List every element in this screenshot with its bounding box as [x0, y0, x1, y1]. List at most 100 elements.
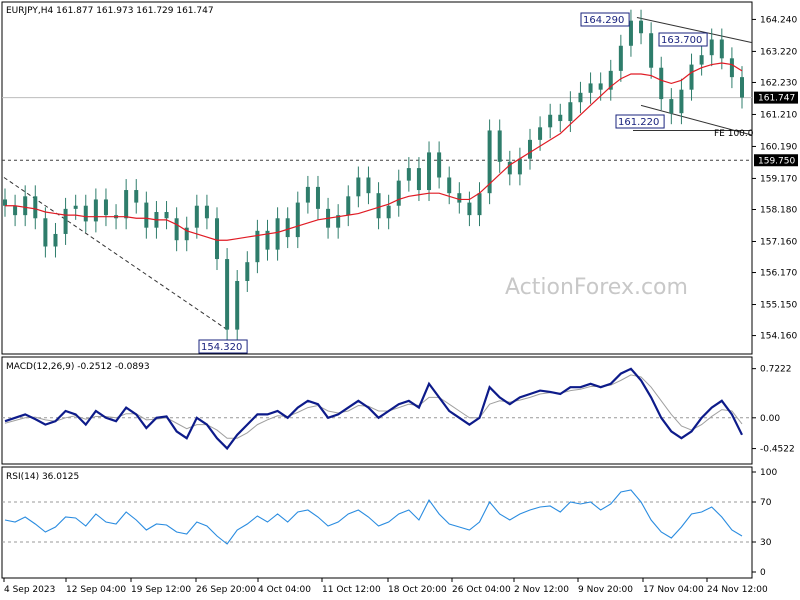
annotation-swing-low-text: 161.220 [618, 117, 659, 128]
rsi-tick-label: 30 [760, 538, 772, 548]
candle-body [346, 196, 351, 216]
candle-body [13, 205, 18, 216]
annotation-swing-low-box [615, 114, 665, 129]
candle-body [598, 83, 603, 90]
level-tag-text: 159.750 [758, 156, 795, 166]
x-tick-label: 12 Sep 04:00 [66, 585, 126, 595]
price-tick-label: 161.210 [760, 110, 797, 120]
price-tick-label: 160.190 [760, 142, 797, 152]
x-tick-label: 4 Oct 04:00 [258, 585, 311, 595]
annotation-high-text: 164.290 [583, 15, 624, 26]
candle-body [457, 193, 462, 203]
candle-body [255, 230, 260, 263]
candle-body [689, 64, 694, 90]
rsi-panel-frame [1, 466, 753, 579]
candle-body [568, 102, 573, 122]
annotation-low: 154.320 [198, 339, 248, 354]
x-tick-label: 4 Sep 2023 [4, 585, 55, 595]
candle-body [144, 202, 149, 228]
x-tick-label: 17 Nov 04:00 [643, 585, 704, 595]
candle-body [699, 55, 704, 65]
candle-body [336, 215, 341, 228]
candle-body [416, 168, 421, 191]
annotation-swing-high-text: 163.700 [661, 35, 702, 46]
candle-body [507, 161, 512, 175]
macd-signal-line [4, 374, 743, 439]
candle-body [83, 205, 88, 222]
price-tick-label: 163.220 [760, 47, 797, 57]
candle-body [174, 218, 179, 241]
candle-body [628, 20, 633, 46]
candle-body [194, 205, 199, 228]
candle-body [275, 218, 280, 250]
moving-average-line [5, 62, 743, 241]
x-tick-label: 11 Oct 12:00 [322, 585, 381, 595]
candle-body [184, 227, 189, 241]
price-tick-label: 158.180 [760, 205, 797, 215]
candle-body [63, 208, 68, 234]
level-tag [754, 154, 798, 167]
fe-label: FE 100.0 [714, 129, 754, 139]
x-tick-label: 26 Oct 04:00 [452, 585, 511, 595]
candle-body [709, 39, 714, 56]
candle-body [548, 114, 553, 128]
candle-body [497, 130, 502, 162]
candle-body [538, 127, 543, 140]
rsi-tick-label: 0 [760, 568, 766, 578]
price-tick-label: 157.160 [760, 237, 797, 247]
candle-body [73, 205, 78, 209]
macd-tick-label: 0.00 [760, 414, 780, 424]
annotation-high: 164.290 [580, 12, 630, 27]
candle-body [356, 177, 361, 197]
candle-body [43, 218, 48, 247]
candle-body [527, 139, 532, 159]
candle-body [305, 186, 310, 203]
price-tick-label: 154.160 [760, 332, 797, 342]
price-tick-label: 156.170 [760, 269, 797, 279]
annotation-low-box [198, 339, 248, 354]
x-tick-label: 9 Nov 20:00 [578, 585, 633, 595]
annotation-swing-low: 161.220 [615, 114, 665, 129]
candle-body [649, 33, 654, 68]
price-tick-label: 162.230 [760, 78, 797, 88]
x-tick-label: 2 Nov 12:00 [514, 585, 569, 595]
candle-body [245, 262, 250, 281]
macd-tick-label: -0.4522 [760, 445, 795, 455]
candle-body [487, 130, 492, 194]
annotation-swing-high-box [658, 32, 708, 47]
price-tick-label: 159.170 [760, 174, 797, 184]
annotation-swing-high: 163.700 [658, 32, 708, 47]
candle-body [164, 212, 169, 219]
candle-body [558, 114, 563, 122]
candle-body [517, 158, 522, 175]
candle-body [669, 99, 674, 114]
candle-body [740, 77, 744, 98]
watermark: ActionForex.com [505, 275, 688, 300]
candle-body [285, 218, 290, 238]
annotation-low-text: 154.320 [201, 342, 242, 353]
annotation-high-box [580, 12, 630, 27]
candle-body [3, 199, 7, 206]
rsi-label: RSI(14) 36.0125 [6, 472, 79, 482]
candle-body [437, 152, 442, 178]
candle-body [396, 180, 401, 206]
candle-body [639, 20, 644, 34]
macd-line [4, 367, 743, 451]
candle-body [215, 218, 220, 260]
candle-body [33, 196, 38, 219]
candle-body [578, 92, 583, 103]
candle-body [366, 177, 371, 194]
candle-body [53, 233, 58, 247]
candle-body [477, 193, 482, 216]
x-tick-label: 18 Oct 20:00 [388, 585, 447, 595]
candle-body [295, 202, 300, 238]
price-tick-label: 155.150 [760, 301, 797, 311]
x-tick-label: 24 Nov 12:00 [707, 585, 768, 595]
candle-body [376, 193, 381, 219]
rsi-tick-label: 70 [760, 498, 772, 508]
price-title: EURJPY,H4 161.877 161.973 161.729 161.74… [6, 6, 214, 16]
candle-body [225, 259, 230, 330]
price-tick-label: 164.240 [760, 15, 797, 25]
candle-body [719, 39, 724, 59]
candle-body [134, 190, 139, 203]
